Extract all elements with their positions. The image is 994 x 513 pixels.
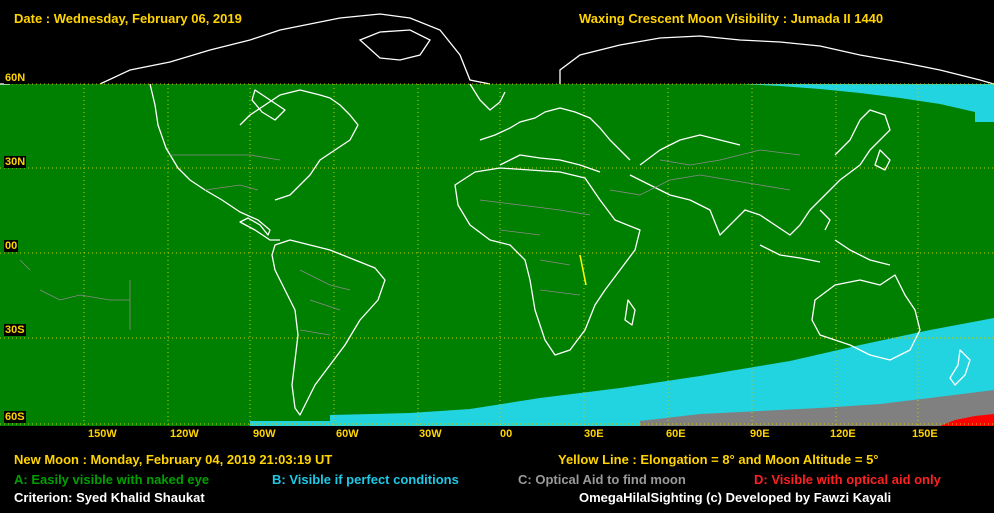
- lon-label-30e: 30E: [584, 428, 604, 440]
- legend-d: D: Visible with optical aid only: [754, 472, 941, 487]
- credit-text: OmegaHilalSighting (c) Developed by Fawz…: [579, 490, 892, 505]
- zone-d-region: [940, 414, 994, 426]
- south-america-coast: [271, 239, 386, 416]
- new-moon-text: New Moon : Monday, February 04, 2019 21:…: [14, 452, 333, 467]
- legend-c: C: Optical Aid to find moon: [518, 472, 686, 487]
- australia-coast: [811, 274, 921, 361]
- map-title: Waxing Crescent Moon Visibility : Jumada…: [579, 11, 884, 26]
- lon-label-90e: 90E: [750, 428, 770, 440]
- zone-c-region: [640, 390, 994, 426]
- lat-label-60s: 60S: [4, 411, 26, 423]
- zone-b-north: [740, 84, 994, 122]
- lon-label-30w: 30W: [419, 428, 442, 440]
- lat-label-60n: 60N: [4, 72, 27, 84]
- yellow-line-text: Yellow Line : Elongation = 8° and Moon A…: [558, 452, 879, 467]
- criterion-text: Criterion: Syed Khalid Shaukat: [14, 490, 205, 505]
- legend-a: A: Easily visible with naked eye: [14, 472, 210, 487]
- lon-label-120e: 120E: [830, 428, 856, 440]
- lon-label-150w: 150W: [88, 428, 117, 440]
- yellow-line: [579, 254, 587, 286]
- zone-b-south: [250, 318, 994, 426]
- africa-coast: [454, 167, 641, 356]
- arctic-landmass: [99, 13, 994, 85]
- lon-label-120w: 120W: [170, 428, 199, 440]
- borders: [19, 149, 801, 336]
- lat-label-30s: 30S: [4, 324, 26, 336]
- lon-label-90w: 90W: [253, 428, 276, 440]
- asia-coast: [629, 109, 891, 236]
- lon-label-60e: 60E: [666, 428, 686, 440]
- lon-label-60w: 60W: [336, 428, 359, 440]
- europe-coast: [479, 107, 631, 161]
- lat-label-00: 00: [4, 240, 19, 252]
- lat-label-30n: 30N: [4, 156, 27, 168]
- lon-label-00: 00: [500, 428, 513, 440]
- coastlines: [0, 83, 971, 416]
- legend-b: B: Visible if perfect conditions: [272, 472, 459, 487]
- date-text: Date : Wednesday, February 06, 2019: [14, 11, 242, 26]
- north-america-coast: [149, 83, 359, 241]
- lon-label-150e: 150E: [912, 428, 938, 440]
